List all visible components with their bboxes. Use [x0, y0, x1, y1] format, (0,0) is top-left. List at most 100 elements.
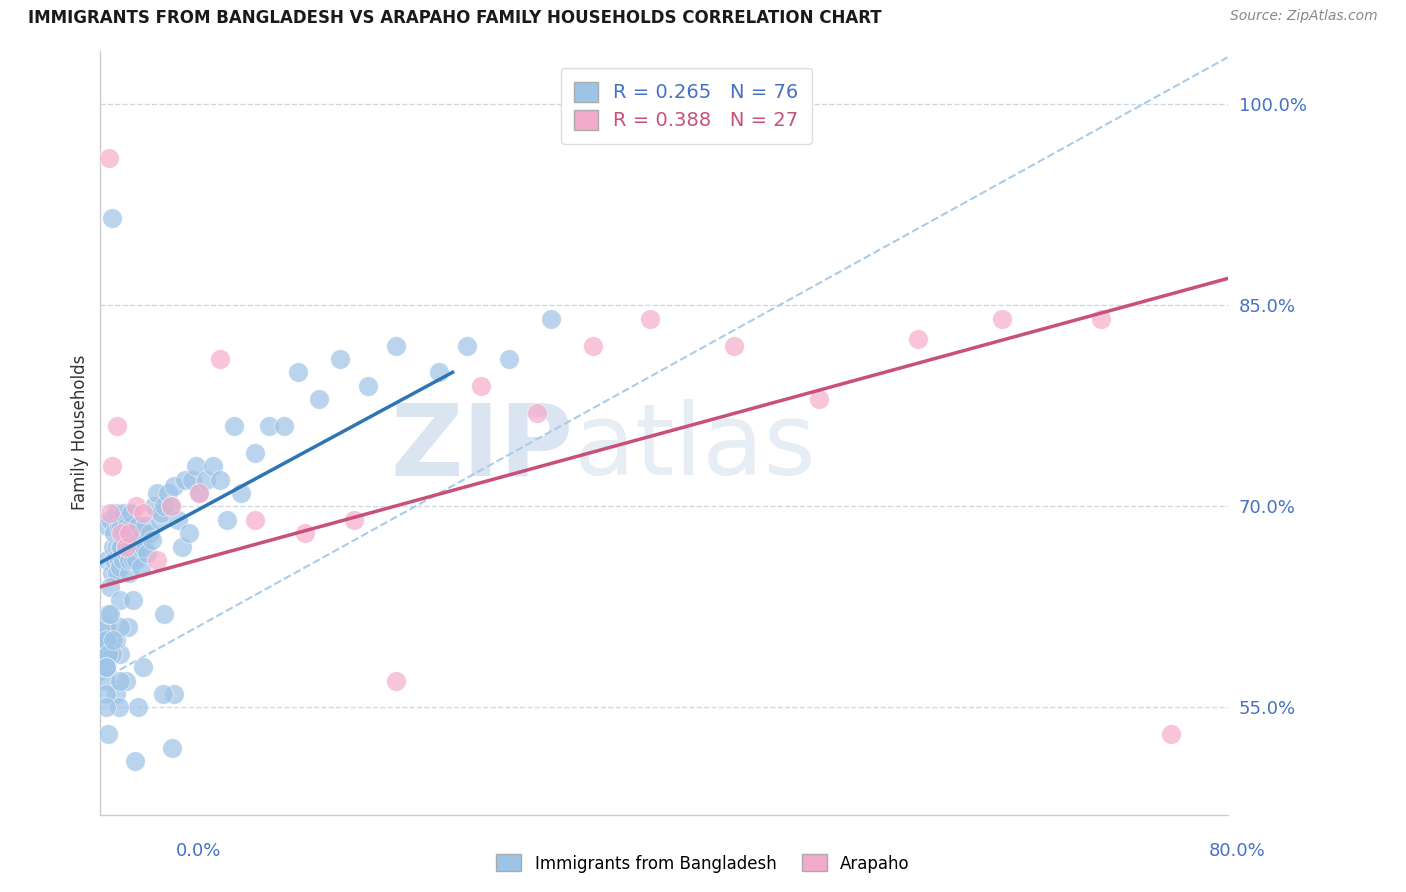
Point [96, 519, 118, 533]
Point [110, 620, 132, 634]
Point [98, 506, 121, 520]
Point [498, 351, 520, 366]
Point [209, 351, 232, 366]
Point [96, 553, 118, 567]
Point [108, 647, 131, 661]
Y-axis label: Family Households: Family Households [72, 355, 89, 510]
Point [259, 418, 281, 433]
Point [152, 687, 174, 701]
Point [142, 500, 165, 514]
Point [94, 660, 117, 674]
Point [108, 559, 131, 574]
Point [101, 647, 124, 661]
Point [115, 526, 138, 541]
Point [195, 473, 218, 487]
Point [163, 687, 186, 701]
Point [991, 311, 1014, 326]
Point [110, 519, 132, 533]
Point [131, 526, 153, 541]
Point [174, 473, 197, 487]
Point [98, 513, 121, 527]
Point [217, 513, 239, 527]
Point [209, 473, 232, 487]
Point [138, 526, 160, 541]
Point [181, 473, 204, 487]
Point [104, 687, 127, 701]
Point [94, 620, 117, 634]
Point [470, 378, 492, 392]
Point [329, 351, 352, 366]
Point [308, 392, 330, 406]
Point [94, 660, 117, 674]
Point [117, 566, 139, 581]
Point [188, 486, 211, 500]
Text: atlas: atlas [574, 400, 815, 496]
Point [245, 446, 267, 460]
Point [117, 620, 139, 634]
Legend: R = 0.265   N = 76, R = 0.388   N = 27: R = 0.265 N = 76, R = 0.388 N = 27 [561, 68, 813, 145]
Point [582, 338, 605, 352]
Point [121, 593, 143, 607]
Point [294, 526, 316, 541]
Point [129, 559, 152, 574]
Point [231, 486, 253, 500]
Point [357, 378, 380, 392]
Point [98, 580, 121, 594]
Point [121, 553, 143, 567]
Point [108, 593, 131, 607]
Point [94, 687, 117, 701]
Text: ZIP: ZIP [391, 400, 574, 496]
Point [273, 418, 295, 433]
Point [343, 513, 366, 527]
Point [385, 673, 408, 688]
Text: 80.0%: 80.0% [1209, 842, 1265, 860]
Point [723, 338, 745, 352]
Point [114, 540, 136, 554]
Point [132, 540, 155, 554]
Point [186, 459, 208, 474]
Point [128, 540, 150, 554]
Point [105, 418, 128, 433]
Point [156, 486, 179, 500]
Point [97, 727, 120, 741]
Point [135, 546, 157, 560]
Point [108, 540, 131, 554]
Point [124, 754, 146, 768]
Point [108, 673, 131, 688]
Point [94, 633, 117, 648]
Point [245, 513, 267, 527]
Point [94, 633, 117, 648]
Point [94, 633, 117, 648]
Point [107, 553, 129, 567]
Point [456, 338, 478, 352]
Point [94, 700, 117, 714]
Point [127, 519, 149, 533]
Point [115, 519, 138, 533]
Point [160, 740, 183, 755]
Point [94, 647, 117, 661]
Point [100, 211, 122, 226]
Point [134, 519, 156, 533]
Point [117, 526, 139, 541]
Point [103, 526, 125, 541]
Point [108, 700, 131, 714]
Point [94, 673, 117, 688]
Point [145, 486, 167, 500]
Point [112, 526, 135, 541]
Point [111, 553, 134, 567]
Point [170, 540, 193, 554]
Point [100, 566, 122, 581]
Point [132, 660, 155, 674]
Point [141, 533, 163, 547]
Point [104, 506, 127, 520]
Point [97, 151, 120, 165]
Text: IMMIGRANTS FROM BANGLADESH VS ARAPAHO FAMILY HOUSEHOLDS CORRELATION CHART: IMMIGRANTS FROM BANGLADESH VS ARAPAHO FA… [28, 9, 882, 27]
Point [94, 620, 117, 634]
Point [111, 506, 134, 520]
Point [107, 519, 129, 533]
Point [120, 519, 142, 533]
Point [224, 418, 246, 433]
Text: Source: ZipAtlas.com: Source: ZipAtlas.com [1230, 9, 1378, 23]
Point [125, 533, 148, 547]
Point [110, 540, 132, 554]
